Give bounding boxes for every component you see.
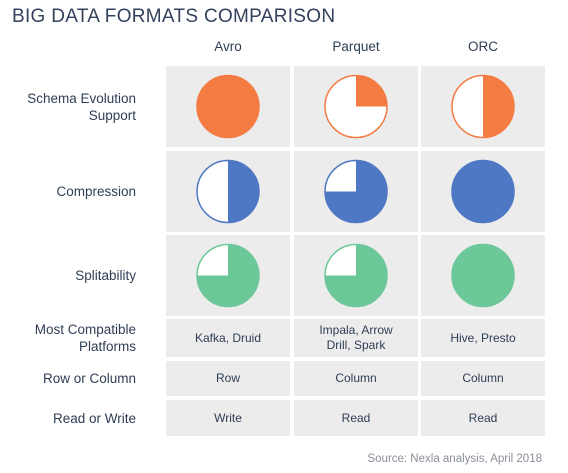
cell-orc: Hive, Presto [421,319,545,357]
row-label: Compression [56,184,136,199]
row-label: Most Compatible Platforms [34,322,136,354]
harvey-ball [196,159,260,224]
cell-text: Read [341,410,371,425]
cell-parquet [294,151,418,232]
harvey-ball [451,74,515,139]
cell-orc: Read [421,400,545,436]
cell-orc: Column [421,361,545,396]
row-label: Schema Evolution Support [27,90,136,123]
cell-parquet: Read [294,400,418,436]
harvey-ball-fill [197,244,259,307]
page-title: BIG DATA FORMATS COMPARISON [12,6,336,27]
cell-text: Kafka, Druid [194,330,262,345]
cell-avro [166,66,290,147]
harvey-ball-fill [452,244,514,307]
source-note: Source: Nexla analysis, April 2018 [367,453,542,465]
harvey-ball-fill [325,244,387,307]
column-header-parquet: Parquet [332,39,380,54]
harvey-ball [324,243,388,308]
row-label: Row or Column [42,371,136,386]
cell-avro: Kafka, Druid [166,319,290,357]
harvey-ball [324,74,388,139]
column-header-avro: Avro [214,39,242,54]
cell-avro: Write [166,400,290,436]
harvey-ball [451,159,515,224]
cell-avro [166,235,290,316]
row-label: Splitability [75,268,136,283]
harvey-ball-fill [452,160,514,223]
cell-parquet: Impala, Arrow Drill, Spark [294,319,418,357]
cell-avro: Row [166,361,290,396]
cell-parquet [294,66,418,147]
cell-text: Write [214,410,242,425]
cell-avro [166,151,290,232]
cell-orc [421,151,545,232]
harvey-ball-fill [197,75,259,138]
harvey-ball [196,243,260,308]
harvey-ball-fill [325,160,387,223]
harvey-ball-fill [483,75,514,138]
cell-text: Column [335,371,377,385]
cell-text: Column [462,371,504,385]
harvey-ball-fill [228,160,259,223]
row-label: Read or Write [52,410,136,426]
harvey-ball [196,74,260,139]
harvey-ball [324,159,388,224]
cell-text: Hive, Presto [450,330,516,345]
cell-parquet: Column [294,361,418,396]
cell-orc [421,235,545,316]
column-header-orc: ORC [468,39,498,54]
cell-parquet [294,235,418,316]
cell-text: Read [468,410,498,425]
harvey-ball-fill [356,75,387,107]
cell-text: Row [215,371,240,385]
harvey-ball [451,243,515,308]
cell-orc [421,66,545,147]
cell-text: Impala, Arrow Drill, Spark [319,323,393,352]
